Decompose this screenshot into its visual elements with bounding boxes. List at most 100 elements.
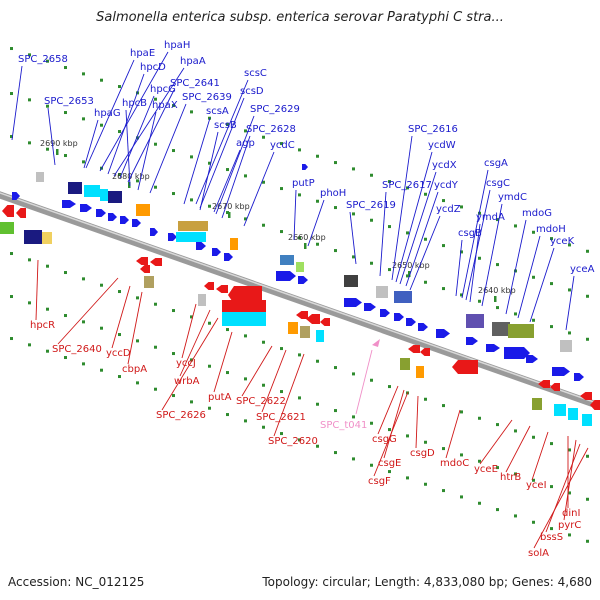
operon-box[interactable]	[416, 366, 424, 378]
reverse-gene-label[interactable]: bssS	[540, 532, 563, 543]
forward-gene-label[interactable]: ycdZ	[436, 204, 461, 215]
forward-gene-arrow[interactable]	[552, 367, 570, 376]
forward-gene-arrow[interactable]	[80, 204, 92, 212]
reverse-gene-arrow[interactable]	[216, 285, 228, 293]
reverse-gene-label[interactable]: csgF	[368, 476, 391, 487]
reverse-gene-arrow[interactable]	[150, 258, 162, 266]
reverse-gene-label[interactable]: yccD	[106, 348, 131, 359]
forward-gene-arrow[interactable]	[436, 329, 450, 338]
forward-gene-arrow[interactable]	[364, 303, 376, 311]
forward-gene-label[interactable]: SPC_2616	[408, 124, 458, 135]
forward-gene-label[interactable]: scsA	[206, 106, 229, 117]
reverse-gene-arrow[interactable]	[420, 348, 430, 356]
forward-gene-label[interactable]: csgA	[484, 158, 508, 169]
reverse-gene-label[interactable]: yceI	[526, 480, 547, 491]
forward-gene-arrow[interactable]	[394, 313, 404, 321]
operon-box[interactable]	[178, 221, 208, 231]
forward-gene-arrow[interactable]	[120, 216, 129, 224]
forward-gene-label[interactable]: SPC_2619	[346, 200, 396, 211]
operon-box[interactable]	[144, 276, 154, 288]
forward-gene-arrow[interactable]	[224, 253, 233, 261]
operon-box[interactable]	[568, 408, 578, 420]
forward-gene-arrow[interactable]	[486, 344, 500, 352]
forward-gene-arrow[interactable]	[344, 298, 362, 307]
forward-gene-arrow[interactable]	[196, 242, 206, 250]
forward-gene-label[interactable]: agp	[236, 138, 255, 149]
reverse-gene-arrow[interactable]	[580, 392, 592, 400]
forward-gene-arrow[interactable]	[526, 355, 538, 363]
operon-box[interactable]	[84, 185, 100, 197]
forward-gene-label[interactable]: putP	[292, 178, 315, 189]
operon-box[interactable]	[394, 291, 412, 303]
forward-gene-arrow[interactable]	[380, 309, 390, 317]
forward-gene-label[interactable]: scsD	[240, 86, 264, 97]
forward-gene-label[interactable]: scsC	[244, 68, 267, 79]
operon-box[interactable]	[466, 314, 484, 328]
forward-gene-label[interactable]: csgB	[458, 228, 482, 239]
operon-box[interactable]	[176, 232, 206, 242]
reverse-gene-label[interactable]: wrbA	[174, 376, 200, 387]
reverse-gene-label[interactable]: SPC_2620	[268, 436, 318, 447]
operon-box[interactable]	[230, 238, 238, 250]
reverse-gene-arrow[interactable]	[16, 208, 26, 218]
reverse-gene-arrow[interactable]	[452, 360, 478, 374]
forward-gene-label[interactable]: ycdY	[434, 180, 459, 191]
forward-gene-arrow[interactable]	[504, 347, 530, 359]
reverse-gene-arrow[interactable]	[140, 265, 150, 273]
forward-gene-label[interactable]: hpaX	[152, 100, 178, 111]
forward-gene-arrow[interactable]	[132, 219, 141, 227]
operon-box[interactable]	[376, 286, 388, 298]
forward-gene-arrow[interactable]	[12, 192, 20, 200]
forward-gene-arrow[interactable]	[466, 337, 478, 345]
operon-box[interactable]	[222, 300, 266, 314]
forward-gene-label[interactable]: SPC_2629	[250, 104, 300, 115]
operon-box[interactable]	[0, 222, 14, 234]
operon-box[interactable]	[42, 232, 52, 244]
forward-gene-arrow[interactable]	[302, 164, 308, 170]
rna-gene-marker[interactable]	[372, 339, 380, 347]
forward-gene-label[interactable]: mdoG	[522, 208, 552, 219]
forward-gene-arrow[interactable]	[574, 373, 584, 381]
reverse-gene-label[interactable]: SPC_2622	[236, 396, 286, 407]
reverse-gene-label[interactable]: SPC_2640	[52, 344, 102, 355]
reverse-gene-arrow[interactable]	[136, 257, 148, 265]
forward-gene-label[interactable]: hpaH	[164, 40, 190, 51]
operon-box[interactable]	[108, 191, 122, 203]
operon-box[interactable]	[136, 204, 150, 216]
forward-gene-arrow[interactable]	[276, 271, 296, 281]
reverse-gene-arrow[interactable]	[306, 314, 320, 324]
forward-gene-label[interactable]: SPC_2639	[182, 92, 232, 103]
forward-gene-arrow[interactable]	[108, 213, 117, 221]
operon-box[interactable]	[100, 189, 108, 201]
forward-gene-label[interactable]: hpaA	[180, 56, 206, 67]
forward-gene-label[interactable]: phoH	[320, 188, 346, 199]
operon-box[interactable]	[554, 404, 566, 416]
reverse-gene-arrow[interactable]	[296, 311, 308, 319]
operon-box[interactable]	[344, 275, 358, 287]
reverse-gene-label[interactable]: putA	[208, 392, 232, 403]
forward-gene-label[interactable]: SPC_2653	[44, 96, 94, 107]
forward-gene-arrow[interactable]	[418, 323, 428, 331]
reverse-gene-arrow[interactable]	[228, 286, 262, 304]
operon-box[interactable]	[300, 326, 310, 338]
forward-gene-label[interactable]: csgC	[486, 178, 510, 189]
forward-gene-label[interactable]: hpcD	[140, 62, 166, 73]
operon-box[interactable]	[198, 294, 206, 306]
reverse-gene-label[interactable]: cbpA	[122, 364, 147, 375]
forward-gene-label[interactable]: hpaE	[130, 48, 155, 59]
reverse-gene-arrow[interactable]	[408, 345, 420, 353]
forward-gene-label[interactable]: ycdW	[428, 140, 456, 151]
reverse-gene-label[interactable]: mdoC	[440, 458, 469, 469]
reverse-gene-arrow[interactable]	[550, 383, 560, 391]
operon-box[interactable]	[36, 172, 44, 182]
reverse-gene-label[interactable]: hpcR	[30, 320, 55, 331]
reverse-gene-arrow[interactable]	[204, 282, 214, 290]
operon-box[interactable]	[560, 340, 572, 352]
reverse-gene-label[interactable]: csgD	[410, 448, 435, 459]
operon-box[interactable]	[68, 182, 82, 194]
reverse-gene-label[interactable]: yceE	[474, 464, 498, 475]
forward-gene-arrow[interactable]	[168, 233, 177, 241]
reverse-gene-arrow[interactable]	[2, 205, 14, 217]
forward-gene-arrow[interactable]	[96, 209, 106, 217]
